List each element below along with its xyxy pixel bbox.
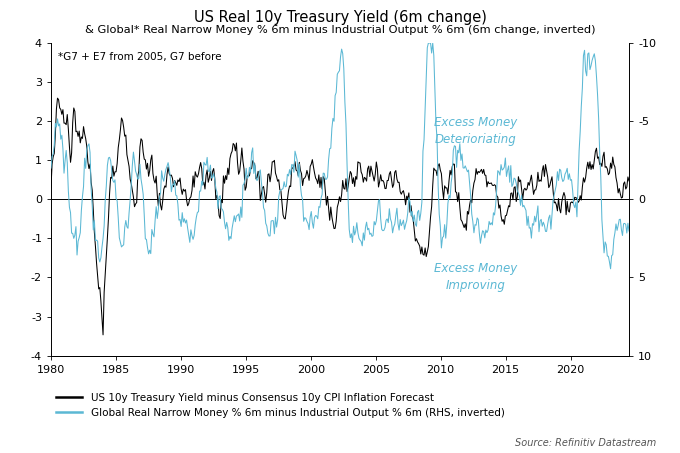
Text: Source: Refinitiv Datastream: Source: Refinitiv Datastream (515, 438, 656, 448)
Text: Excess Money
Improving: Excess Money Improving (435, 262, 517, 293)
Text: & Global* Real Narrow Money % 6m minus Industrial Output % 6m (6m change, invert: & Global* Real Narrow Money % 6m minus I… (85, 25, 595, 35)
Text: *G7 + E7 from 2005, G7 before: *G7 + E7 from 2005, G7 before (58, 53, 222, 63)
Legend: US 10y Treasury Yield minus Consensus 10y CPI Inflation Forecast, Global Real Na: US 10y Treasury Yield minus Consensus 10… (56, 393, 505, 418)
Text: US Real 10y Treasury Yield (6m change): US Real 10y Treasury Yield (6m change) (194, 10, 486, 25)
Text: Excess Money
Deterioriating: Excess Money Deterioriating (435, 116, 517, 145)
